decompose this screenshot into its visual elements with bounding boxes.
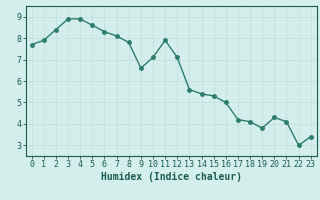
X-axis label: Humidex (Indice chaleur): Humidex (Indice chaleur)	[101, 172, 242, 182]
